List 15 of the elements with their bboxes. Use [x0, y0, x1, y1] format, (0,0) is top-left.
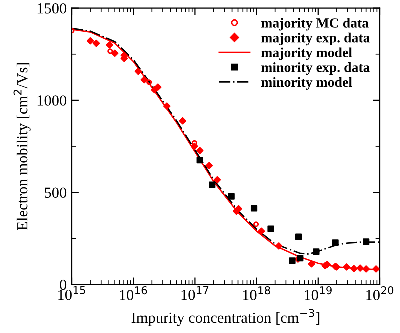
y-axis-title: Electron mobility [cm$^{2}$/Vs] — [14, 63, 31, 230]
x-axis-title: Impurity concentration [cm$^{−3}$] — [132, 309, 320, 326]
y-tick-label: 500 — [45, 188, 67, 198]
legend-label: majority exp. data — [261, 32, 370, 46]
x-tick-label: 10$^{16}$ — [120, 286, 148, 300]
x-tick-label: 10$^{18}$ — [243, 286, 270, 300]
y-tick-label: 1000 — [38, 96, 67, 106]
legend-label: minority model — [261, 77, 352, 90]
x-tick-label: 10$^{17}$ — [182, 286, 209, 300]
x-tick-label: 10$^{20}$ — [366, 286, 394, 300]
legend-label: majority MC data — [261, 18, 369, 31]
legend-label: minority exp. data — [261, 62, 370, 76]
legend-label: majority model — [261, 48, 352, 60]
x-tick-label: 10$^{19}$ — [305, 286, 332, 300]
y-tick-label: 1500 — [38, 3, 67, 14]
